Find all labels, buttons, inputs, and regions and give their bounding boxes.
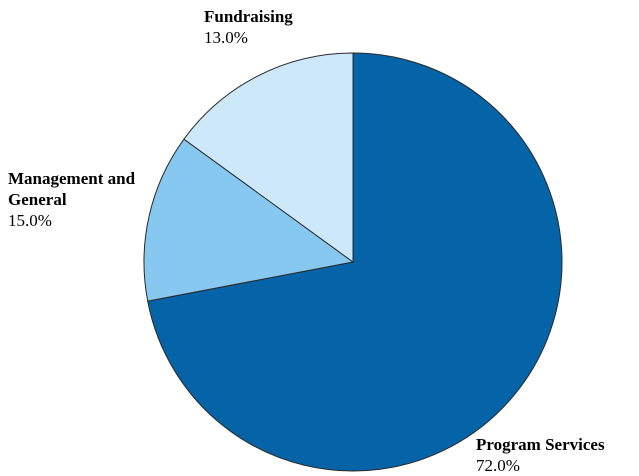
label-management-and-general: Management and General 15.0% (8, 168, 138, 231)
label-program-services: Program Services 72.0% (476, 434, 605, 476)
slice-name-fundraising: Fundraising (204, 7, 293, 26)
slice-name-program-services: Program Services (476, 435, 605, 454)
pie-slice-program-services (147, 52, 563, 472)
pie-slice-fundraising (143, 138, 355, 302)
label-fundraising: Fundraising 13.0% (204, 6, 293, 48)
slice-value-program-services: 72.0% (476, 456, 520, 475)
slice-name-management-and-general: Management and General (8, 169, 136, 209)
pie-slice-management-and-general (183, 52, 354, 263)
slice-value-management-and-general: 15.0% (8, 211, 52, 230)
slice-value-fundraising: 13.0% (204, 28, 248, 47)
